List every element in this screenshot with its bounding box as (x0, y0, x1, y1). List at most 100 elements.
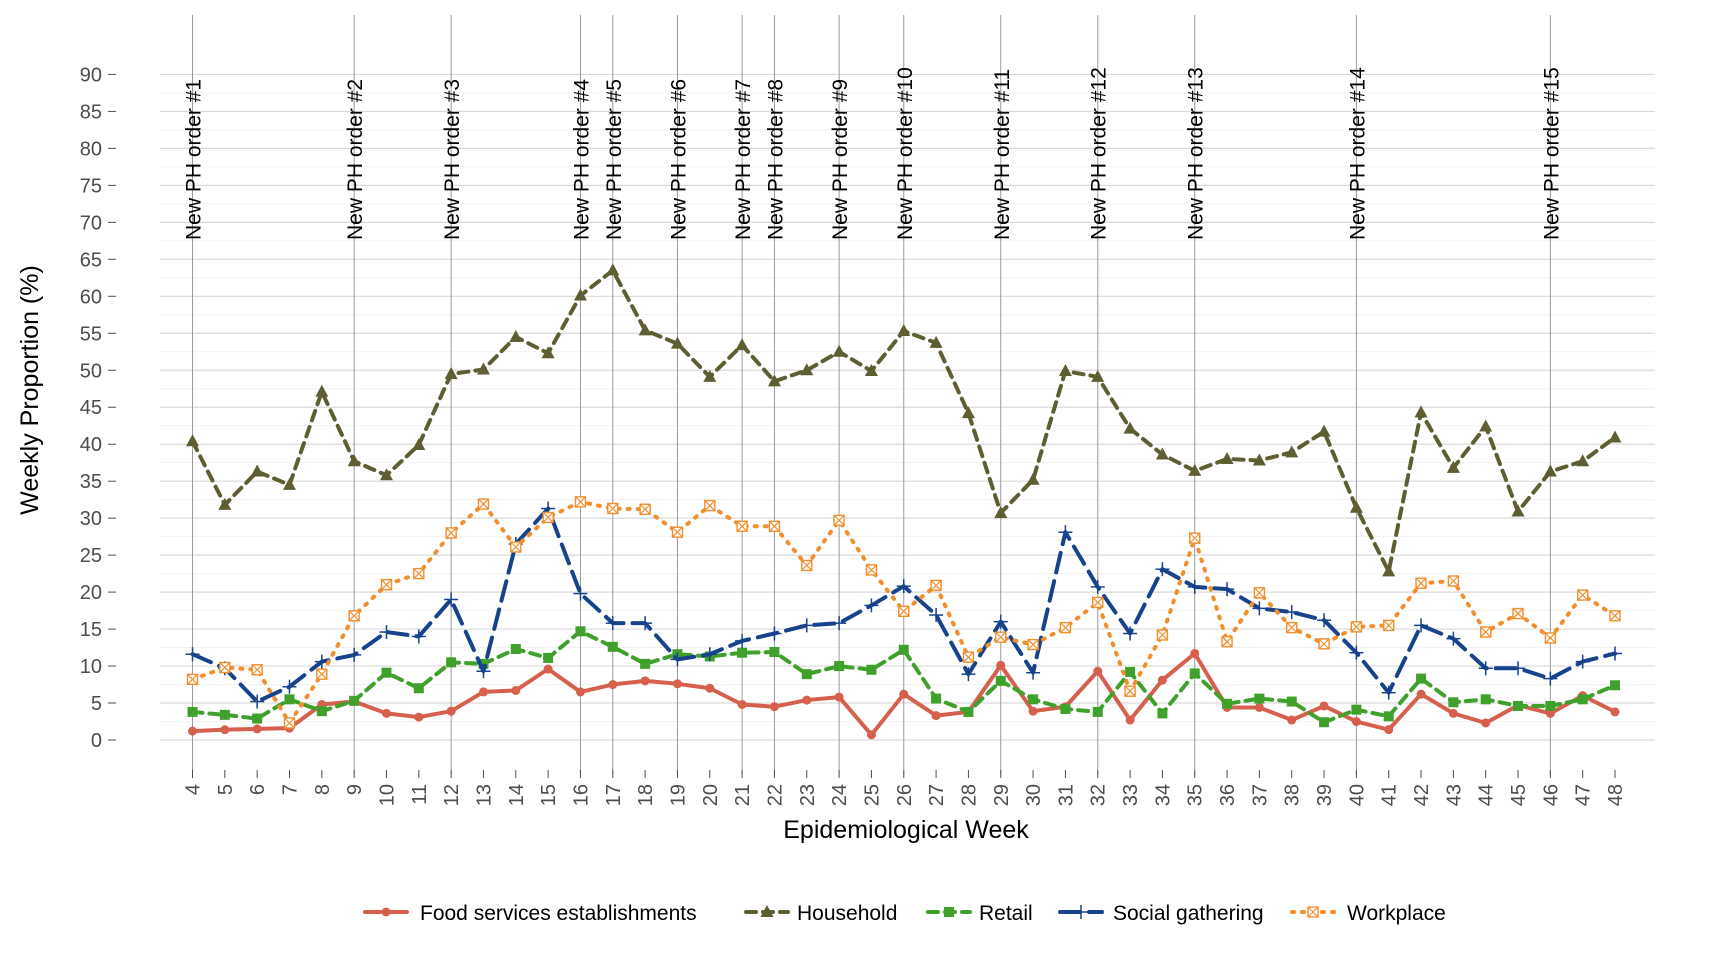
data-point (1446, 631, 1461, 646)
legend-label: Social gathering (1113, 902, 1264, 925)
data-point-stroke (510, 541, 522, 553)
data-point (963, 706, 974, 717)
x-tick-label: 28 (958, 784, 980, 806)
legend-label: Workplace (1347, 902, 1446, 925)
data-point (1447, 575, 1460, 587)
x-tick-label: 40 (1346, 784, 1368, 806)
data-point (1028, 706, 1038, 716)
data-point (541, 346, 555, 359)
data-point-stroke (736, 520, 748, 532)
data-point-stroke (381, 579, 392, 591)
data-point (1090, 579, 1105, 594)
grid-lines (160, 73, 1655, 741)
x-tick-label: 14 (506, 784, 528, 806)
y-tick-label: 0 (91, 730, 102, 752)
x-tick-label: 8 (312, 784, 334, 795)
data-point (476, 664, 491, 679)
x-tick-label: 13 (473, 784, 495, 806)
x-tick-label: 23 (797, 784, 819, 806)
data-point (1157, 675, 1167, 685)
data-point (511, 685, 521, 695)
y-tick-label: 25 (80, 545, 102, 567)
data-point (283, 717, 296, 729)
ph-order-label: New PH order #3 (441, 79, 464, 240)
data-point (1092, 596, 1104, 609)
data-point-stroke (1350, 621, 1362, 633)
legend-label: Retail (979, 902, 1033, 925)
x-tick-label: 9 (344, 784, 366, 795)
data-point (1028, 694, 1039, 705)
data-point (944, 907, 954, 917)
data-point (1222, 698, 1233, 709)
data-point (769, 646, 780, 657)
data-point (929, 608, 944, 623)
x-tick-label: 17 (603, 784, 625, 806)
data-point-stroke (1286, 622, 1298, 634)
data-point-stroke (316, 668, 328, 680)
data-point (1415, 577, 1427, 589)
data-point (1479, 626, 1492, 638)
data-point (897, 324, 911, 337)
data-point (574, 496, 587, 508)
data-point (284, 694, 295, 705)
x-tick-label: 6 (247, 784, 269, 795)
data-point (899, 689, 909, 699)
data-point (1287, 715, 1297, 725)
data-point (800, 363, 814, 376)
y-tick-label: 20 (80, 582, 102, 604)
data-point (608, 680, 618, 690)
data-point (1349, 645, 1364, 660)
data-point (1254, 693, 1265, 704)
data-point (638, 323, 652, 336)
y-axis-ticks: 0 5 10 15 20 25 30 35 40 45 50 55 60 65 70 75 80 85 90 (80, 64, 116, 752)
data-point (1350, 621, 1363, 633)
y-tick-label: 30 (80, 508, 102, 530)
data-point (1286, 696, 1297, 707)
data-point (316, 706, 327, 717)
data-point-stroke (898, 605, 910, 617)
x-tick-label: 42 (1411, 784, 1433, 806)
data-point-stroke (769, 520, 780, 532)
data-point (1317, 424, 1331, 437)
data-point (930, 579, 942, 592)
data-point (381, 667, 392, 678)
data-point-stroke (575, 496, 586, 508)
y-tick-label: 90 (80, 64, 102, 86)
data-point (1318, 638, 1330, 650)
data-point (1074, 905, 1088, 919)
data-point-stroke (801, 560, 813, 571)
series-line-workplace (190, 499, 1618, 725)
x-tick-label: 11 (409, 784, 431, 805)
data-point (1157, 708, 1168, 719)
data-point (347, 647, 362, 662)
data-point (250, 464, 264, 477)
x-axis-ticks: 4 5 6 7 8 9 10 11 12 13 14 15 16 17 18 19 20 21 22 23 24 25 26… (183, 770, 1627, 806)
data-point (1058, 525, 1073, 540)
data-point (1511, 504, 1525, 517)
data-point (1384, 725, 1394, 735)
data-point (1221, 635, 1233, 648)
data-point (380, 579, 393, 591)
data-point (1220, 582, 1235, 597)
data-point (1123, 421, 1137, 434)
data-point-stroke (1059, 622, 1071, 634)
data-point (1189, 668, 1200, 679)
data-point (1253, 587, 1266, 599)
data-point (1576, 454, 1590, 467)
data-point-stroke (284, 717, 295, 729)
x-tick-label: 45 (1508, 784, 1530, 806)
data-point (379, 468, 393, 481)
data-point (282, 477, 296, 490)
data-point (961, 667, 976, 682)
y-tick-label: 80 (80, 138, 102, 160)
legend: Food services establishments Household Ret… (363, 902, 1446, 925)
data-point (1026, 472, 1040, 485)
series-retail (187, 626, 1621, 728)
ph-order-label: New PH order #15 (1540, 67, 1563, 240)
data-point-stroke (1092, 597, 1104, 608)
data-point-stroke (445, 527, 457, 539)
data-point (769, 702, 779, 712)
data-point (1188, 463, 1202, 476)
x-tick-label: 24 (829, 784, 851, 806)
data-point (220, 725, 230, 735)
